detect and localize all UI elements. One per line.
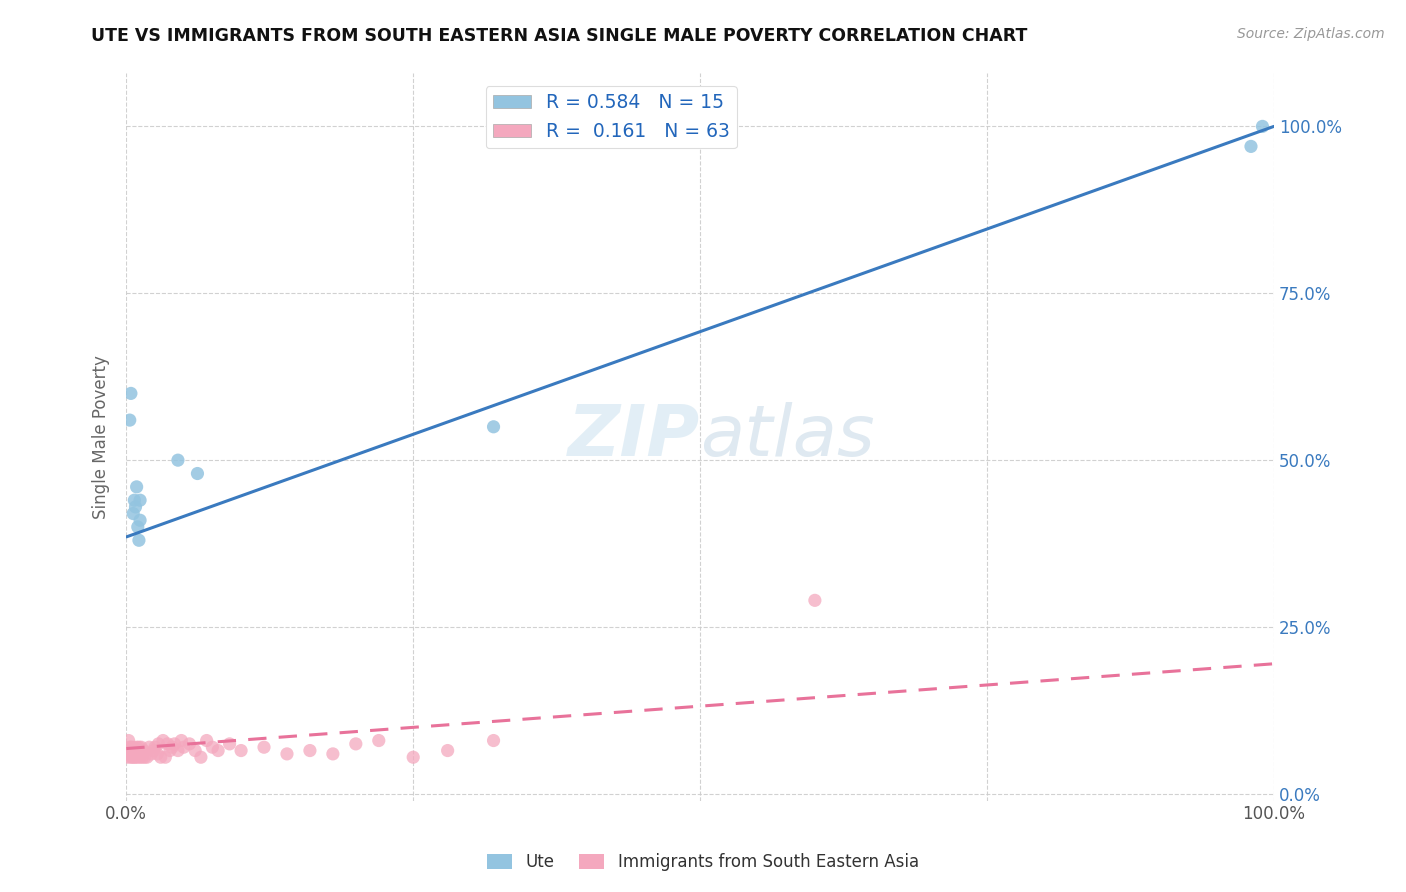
Point — [322, 747, 344, 761]
Point — [143, 740, 166, 755]
Point — [128, 533, 150, 548]
Point — [125, 480, 148, 494]
Point — [138, 740, 160, 755]
Point — [127, 743, 149, 757]
Point — [134, 750, 156, 764]
Point — [201, 740, 224, 755]
Point — [122, 507, 145, 521]
Point — [122, 747, 145, 761]
Point — [124, 750, 146, 764]
Point — [121, 743, 143, 757]
Point — [117, 750, 139, 764]
Point — [160, 740, 183, 755]
Point — [132, 743, 155, 757]
Text: UTE VS IMMIGRANTS FROM SOUTH EASTERN ASIA SINGLE MALE POVERTY CORRELATION CHART: UTE VS IMMIGRANTS FROM SOUTH EASTERN ASI… — [91, 27, 1028, 45]
Point — [125, 740, 148, 755]
Point — [128, 747, 150, 761]
Point — [136, 750, 159, 764]
Point — [229, 743, 252, 757]
Point — [1251, 120, 1274, 134]
Point — [804, 593, 827, 607]
Point — [124, 500, 146, 514]
Point — [190, 750, 212, 764]
Point — [436, 743, 458, 757]
Point — [117, 743, 139, 757]
Point — [159, 743, 181, 757]
Point — [148, 737, 170, 751]
Point — [179, 737, 201, 751]
Point — [121, 750, 143, 764]
Point — [146, 747, 169, 761]
Point — [482, 419, 505, 434]
Point — [118, 743, 141, 757]
Point — [344, 737, 367, 751]
Point — [298, 743, 321, 757]
Point — [167, 453, 190, 467]
Point — [207, 743, 229, 757]
Point — [367, 733, 389, 747]
Point — [129, 740, 152, 755]
Point — [129, 513, 152, 527]
Point — [118, 413, 141, 427]
Point — [156, 737, 179, 751]
Point — [142, 743, 165, 757]
Point — [253, 740, 276, 755]
Point — [1240, 139, 1263, 153]
Point — [131, 750, 153, 764]
Point — [129, 750, 152, 764]
Point — [184, 743, 207, 757]
Point — [127, 520, 149, 534]
Point — [120, 740, 142, 755]
Point — [155, 750, 177, 764]
Point — [121, 747, 143, 761]
Legend: R = 0.584   N = 15, R =  0.161   N = 63: R = 0.584 N = 15, R = 0.161 N = 63 — [485, 86, 737, 148]
Point — [124, 743, 146, 757]
Legend: Ute, Immigrants from South Eastern Asia: Ute, Immigrants from South Eastern Asia — [479, 845, 927, 880]
Point — [120, 386, 142, 401]
Text: Source: ZipAtlas.com: Source: ZipAtlas.com — [1237, 27, 1385, 41]
Point — [218, 737, 240, 751]
Point — [195, 733, 218, 747]
Point — [120, 750, 142, 764]
Point — [124, 493, 146, 508]
Point — [122, 740, 145, 755]
Point — [152, 733, 174, 747]
Point — [170, 733, 193, 747]
Text: ZIP: ZIP — [568, 402, 700, 471]
Point — [125, 747, 148, 761]
Point — [149, 750, 172, 764]
Point — [402, 750, 425, 764]
Point — [173, 740, 195, 755]
Point — [141, 747, 163, 761]
Point — [117, 733, 139, 747]
Point — [276, 747, 298, 761]
Text: atlas: atlas — [700, 402, 875, 471]
Point — [118, 740, 141, 755]
Y-axis label: Single Male Poverty: Single Male Poverty — [93, 355, 110, 519]
Point — [127, 750, 149, 764]
Point — [128, 740, 150, 755]
Point — [482, 733, 505, 747]
Point — [124, 743, 146, 757]
Point — [186, 467, 208, 481]
Point — [118, 747, 141, 761]
Point — [124, 750, 146, 764]
Point — [129, 493, 152, 508]
Point — [167, 743, 190, 757]
Point — [163, 737, 186, 751]
